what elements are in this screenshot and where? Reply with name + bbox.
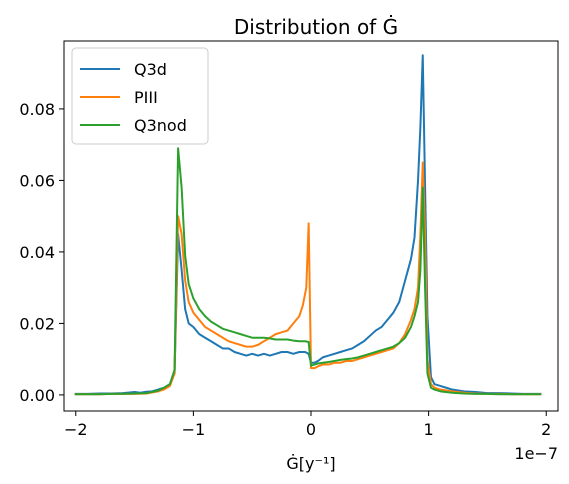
- x-tick-label: −2: [64, 420, 88, 439]
- x-offset-label: 1e−7: [514, 444, 558, 463]
- y-axis: 0.00 0.02 0.04 0.06 0.08: [19, 100, 64, 405]
- x-tick-label: 2: [541, 420, 551, 439]
- legend-label-q3d: Q3d: [134, 60, 167, 79]
- y-tick-label: 0.02: [19, 314, 55, 333]
- y-tick-label: 0.00: [19, 386, 55, 405]
- x-tick-label: −1: [182, 420, 206, 439]
- series-group: [74, 54, 542, 396]
- chart-title: Distribution of Ġ: [234, 15, 398, 39]
- legend-label-q3nod: Q3nod: [134, 116, 187, 135]
- y-tick-label: 0.06: [19, 171, 55, 190]
- x-axis: −2 −1 0 1 2: [64, 411, 551, 439]
- y-tick-label: 0.08: [19, 100, 55, 119]
- legend-label-piii: PIII: [134, 88, 158, 107]
- x-tick-label: 1: [424, 420, 434, 439]
- y-tick-label: 0.04: [19, 243, 55, 262]
- legend: Q3d PIII Q3nod: [71, 47, 209, 145]
- x-axis-label: Ġ[y⁻¹]: [286, 454, 335, 473]
- legend-frame: [71, 47, 209, 145]
- x-tick-label: 0: [306, 420, 316, 439]
- series-line-q3nod: [74, 147, 542, 396]
